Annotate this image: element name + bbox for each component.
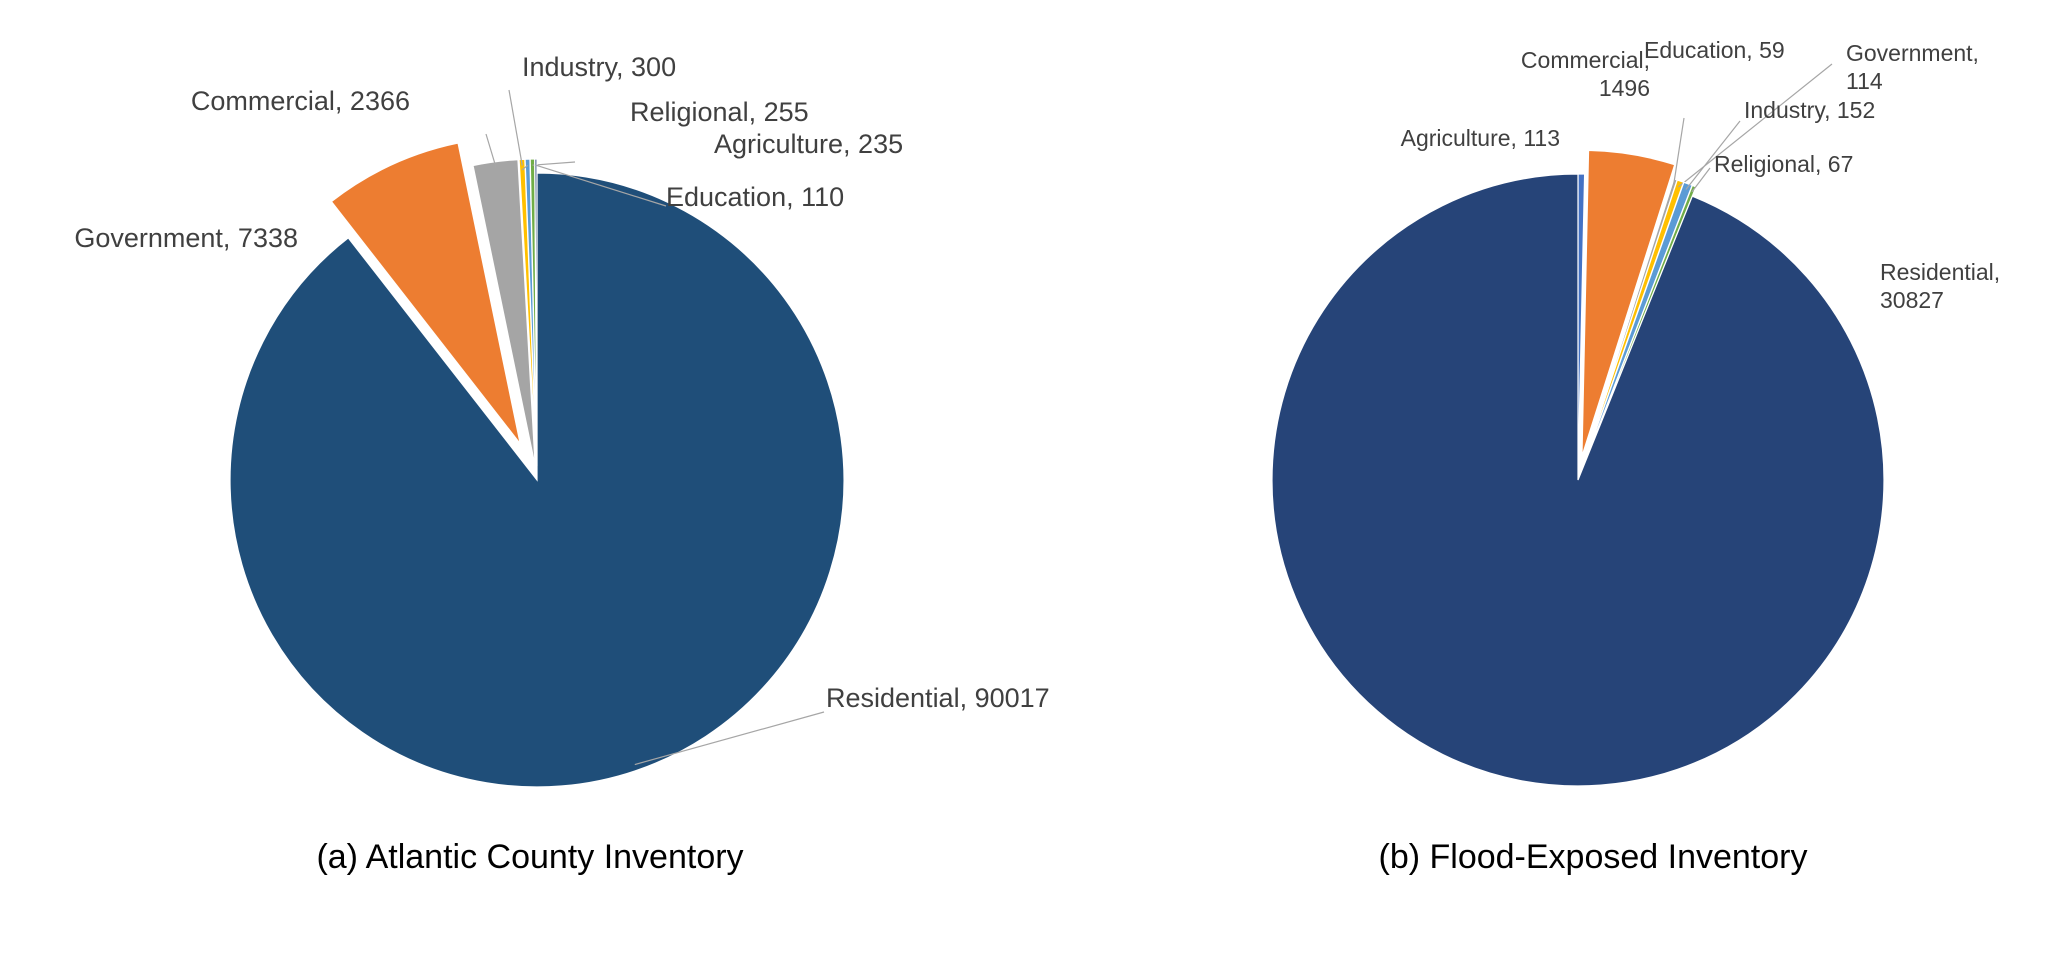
- leader-line-industry: [508, 89, 523, 166]
- data-label-religional: Religional, 255: [630, 97, 809, 127]
- data-label-agriculture: Agriculture, 235: [714, 129, 903, 159]
- data-label-agriculture: Agriculture, 113: [1401, 125, 1560, 151]
- leader-line-commercial: [485, 133, 497, 168]
- leader-line-residential: [634, 711, 825, 766]
- leader-line-education: [535, 164, 667, 207]
- data-label-industry: Industry, 300: [522, 52, 676, 82]
- pie-slice-government: [330, 142, 521, 445]
- data-label-commercial: Commercial, 2366: [191, 86, 410, 116]
- pie-slice-residential: [1271, 173, 1885, 787]
- pie-chart-atlantic-county: Residential, 90017 Government, 7338 Commer…: [74, 52, 1050, 788]
- data-label-religional: Religional, 67: [1714, 151, 1853, 177]
- leader-line-agriculture: [532, 161, 576, 166]
- data-label-residential: Residential,: [1880, 259, 2000, 285]
- chart-b-caption: (b) Flood-Exposed Inventory: [1379, 838, 1808, 876]
- data-label-industry: Industry, 152: [1744, 97, 1875, 123]
- data-label-government: Government,: [1846, 40, 1979, 66]
- data-label-commercial: 1496: [1599, 75, 1650, 101]
- data-label-education: Education, 59: [1644, 37, 1785, 63]
- pie-slice-commercial: [472, 158, 536, 467]
- leader-line-industry: [1685, 120, 1741, 190]
- data-label-government: 114: [1846, 68, 1883, 94]
- data-label-residential: 30827: [1880, 287, 1944, 313]
- leader-line-religional: [521, 164, 529, 171]
- data-label-commercial: Commercial,: [1521, 47, 1650, 73]
- data-label-education: Education, 110: [666, 182, 844, 212]
- data-label-residential: Residential, 90017: [826, 683, 1050, 713]
- leader-line-religional: [1691, 167, 1711, 193]
- data-label-government: Government, 7338: [74, 223, 298, 253]
- pie-slice-commercial: [1581, 149, 1676, 457]
- pie-chart-flood-exposed: Agriculture, 113 Commercial,1496 Education…: [1271, 37, 2000, 787]
- pie-slice-education: [534, 158, 538, 467]
- chart-a-caption: (a) Atlantic County Inventory: [316, 838, 743, 876]
- leader-line-education: [1673, 117, 1685, 186]
- pie-slice-residential: [229, 172, 845, 788]
